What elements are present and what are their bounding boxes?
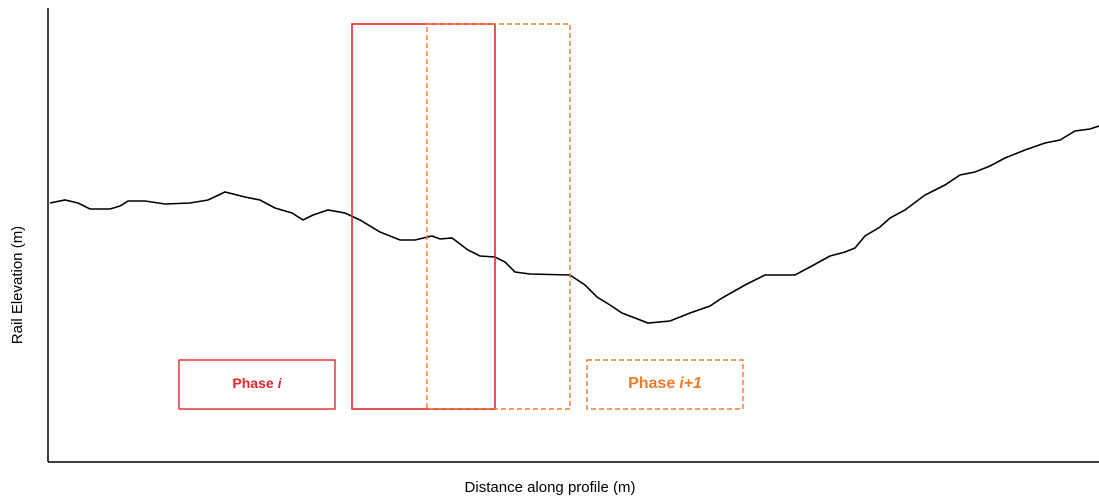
phase-word: Phase xyxy=(232,375,273,391)
y-axis-label: Rail Elevation (m) xyxy=(9,226,26,344)
next-phase-label: Phase i+1 xyxy=(628,375,702,392)
elevation-profile xyxy=(49,125,1099,324)
x-axis-label: Distance along profile (m) xyxy=(465,479,636,496)
next-phase-label-box xyxy=(586,359,744,410)
phase-index: i xyxy=(278,375,283,391)
next-phase-window xyxy=(426,23,571,410)
phase-window xyxy=(351,23,496,410)
phase-index: i+1 xyxy=(679,375,702,392)
phase-word: Phase xyxy=(628,375,675,392)
phase-label-box xyxy=(178,359,336,410)
phase-label: Phase i xyxy=(232,375,282,391)
